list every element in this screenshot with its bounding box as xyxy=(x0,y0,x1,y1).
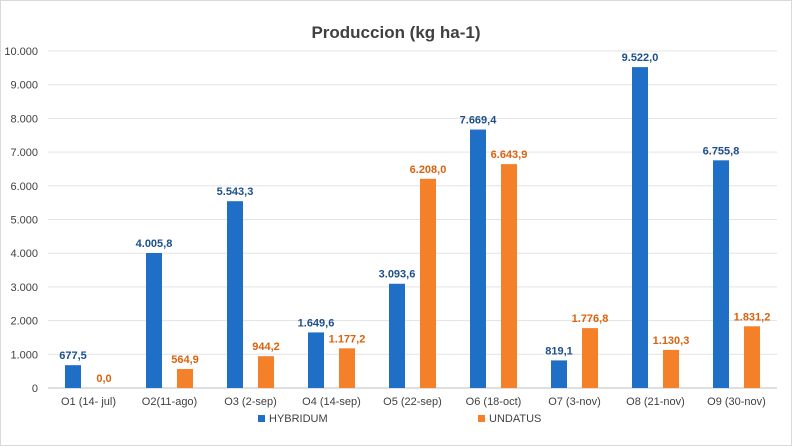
bar-undatus xyxy=(744,326,760,388)
y-tick-label: 6.000 xyxy=(10,181,38,193)
bar-undatus xyxy=(663,349,679,388)
bar-hybridum xyxy=(551,360,567,388)
y-tick-label: 3.000 xyxy=(10,282,38,294)
data-label-hybridum: 819,1 xyxy=(545,345,573,357)
x-tick-label: O8 (21-nov) xyxy=(626,396,685,408)
x-tick-label: O1 (14- jul) xyxy=(61,396,116,408)
x-tick-label: O4 (14-sep) xyxy=(302,396,361,408)
x-axis-ticks: O1 (14- jul) O2(11-ago) O3 (2-sep) O4 (14-s… xyxy=(61,396,766,408)
y-tick-label: 4.000 xyxy=(10,248,38,260)
y-tick-label: 10.000 xyxy=(4,46,38,58)
y-tick-label: 0 xyxy=(32,383,38,395)
y-tick-label: 8.000 xyxy=(10,113,38,125)
data-label-hybridum: 6.755,8 xyxy=(703,145,740,157)
legend-swatch-undatus xyxy=(478,415,485,422)
data-label-undatus: 1.130,3 xyxy=(653,335,690,347)
data-label-hybridum: 677,5 xyxy=(59,350,87,362)
data-label-undatus: 1.776,8 xyxy=(572,313,609,325)
data-label-hybridum: 3.093,6 xyxy=(379,269,416,281)
data-label-undatus: 1.831,2 xyxy=(734,311,771,323)
bar-hybridum xyxy=(308,332,324,388)
bar-hybridum xyxy=(389,283,405,388)
bar-hybridum xyxy=(146,253,162,388)
x-tick-label: O5 (22-sep) xyxy=(383,396,442,408)
data-label-undatus: 564,9 xyxy=(171,354,199,366)
bar-undatus xyxy=(501,164,517,388)
bar-hybridum xyxy=(227,201,243,388)
bar-undatus xyxy=(258,356,274,388)
chart-title: Produccion (kg ha-1) xyxy=(311,23,480,42)
y-tick-label: 9.000 xyxy=(10,80,38,92)
y-axis-ticks: 0 1.000 2.000 3.000 4.000 5.000 6.000 7.000 8.00… xyxy=(4,46,38,395)
legend-label-undatus: UNDATUS xyxy=(489,413,541,425)
data-label-hybridum: 4.005,8 xyxy=(136,238,173,250)
data-label-undatus: 0,0 xyxy=(96,373,111,385)
x-tick-label: O2(11-ago) xyxy=(142,396,197,408)
legend: HYBRIDUM UNDATUS xyxy=(258,413,541,425)
y-tick-label: 2.000 xyxy=(10,316,38,328)
bar-hybridum xyxy=(713,160,729,388)
data-label-hybridum: 9.522,0 xyxy=(622,52,659,64)
x-tick-label: O7 (3-nov) xyxy=(548,396,601,408)
bar-undatus xyxy=(582,328,598,388)
data-label-hybridum: 1.649,6 xyxy=(298,317,335,329)
data-label-hybridum: 7.669,4 xyxy=(460,115,498,127)
x-tick-label: O3 (2-sep) xyxy=(224,396,277,408)
data-labels: 677,5 0,0 4.005,8 564,9 5.543,3 944,2 1.649,6 1… xyxy=(59,52,770,385)
data-label-undatus: 944,2 xyxy=(252,341,280,353)
bars xyxy=(65,67,760,389)
data-label-undatus: 1.177,2 xyxy=(329,333,366,345)
legend-swatch-hybridum xyxy=(258,415,265,422)
bar-hybridum xyxy=(632,67,648,389)
x-tick-label: O6 (18-oct) xyxy=(466,396,522,408)
legend-label-hybridum: HYBRIDUM xyxy=(269,413,328,425)
data-label-undatus: 6.643,9 xyxy=(491,149,528,161)
y-tick-label: 5.000 xyxy=(10,215,38,227)
data-label-hybridum: 5.543,3 xyxy=(217,186,254,198)
y-tick-label: 1.000 xyxy=(10,349,38,361)
bar-hybridum xyxy=(65,365,81,388)
bar-undatus xyxy=(420,178,436,388)
data-label-undatus: 6.208,0 xyxy=(410,164,447,176)
bar-hybridum xyxy=(470,129,486,389)
y-tick-label: 7.000 xyxy=(10,147,38,159)
gridlines xyxy=(48,50,777,389)
x-tick-label: O9 (30-nov) xyxy=(707,396,766,408)
bar-undatus xyxy=(177,368,193,388)
bar-undatus xyxy=(339,348,355,388)
